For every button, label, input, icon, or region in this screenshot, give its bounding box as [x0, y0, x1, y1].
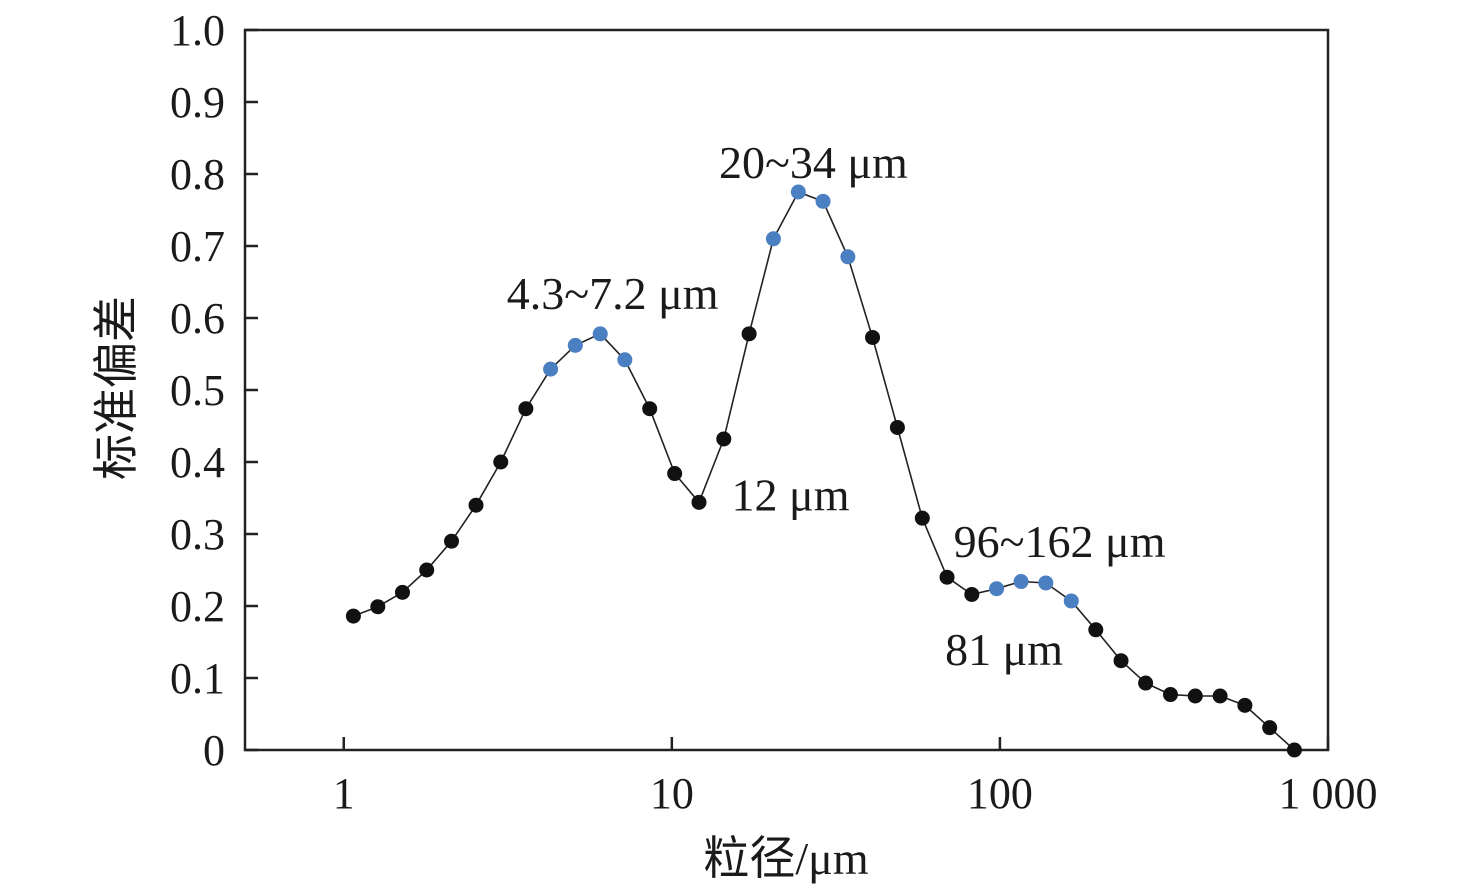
- highlighted-data-point: [815, 193, 831, 209]
- data-point: [493, 454, 509, 470]
- y-tick-label: 0: [203, 726, 225, 775]
- annotation-label: 81 μm: [945, 624, 1063, 675]
- data-point: [419, 562, 435, 578]
- data-point: [889, 419, 905, 435]
- y-tick-label: 0.6: [170, 294, 225, 343]
- highlighted-data-point: [567, 337, 583, 353]
- y-tick-label: 0.9: [170, 78, 225, 127]
- y-tick-label: 0.4: [170, 438, 225, 487]
- y-tick-label: 0.7: [170, 222, 225, 271]
- highlighted-data-point: [1013, 574, 1029, 590]
- data-point: [468, 497, 484, 513]
- annotations-layer: 4.3~7.2 μm 20~34 μm 12 μm 96~162 μm 81 μm: [507, 137, 1166, 675]
- x-tick-label: 1: [333, 769, 355, 818]
- data-point: [642, 401, 658, 417]
- highlighted-data-point: [765, 231, 781, 247]
- annotation-label: 96~162 μm: [954, 516, 1166, 567]
- highlighted-data-point: [790, 184, 806, 200]
- data-point: [1212, 688, 1228, 704]
- data-point: [667, 466, 683, 482]
- y-axis-title: 标准偏差: [91, 296, 142, 480]
- x-tick-label: 100: [967, 769, 1033, 818]
- highlighted-data-point: [989, 581, 1005, 597]
- data-point: [370, 599, 386, 615]
- highlighted-data-point: [1063, 593, 1079, 609]
- data-point: [1113, 653, 1129, 669]
- data-point: [1262, 720, 1278, 736]
- ticks-layer: 0 0.1 0.2 0.3 0.4 0.5 0.6 0.7 0.8 0.9 1.0 1 10 100 1 0…: [170, 6, 1378, 818]
- x-tick-label: 10: [650, 769, 694, 818]
- data-point: [716, 431, 732, 447]
- data-point: [1237, 697, 1253, 713]
- y-tick-label: 0.8: [170, 150, 225, 199]
- highlighted-data-point: [840, 249, 856, 265]
- data-point: [1187, 688, 1203, 704]
- data-point: [1286, 742, 1302, 758]
- data-point: [1162, 687, 1178, 703]
- data-point: [394, 584, 410, 600]
- y-tick-label: 0.5: [170, 366, 225, 415]
- highlighted-data-point: [617, 352, 633, 368]
- annotation-label: 4.3~7.2 μm: [507, 268, 719, 319]
- x-axis-title: 粒径/μm: [703, 833, 868, 884]
- y-tick-label: 1.0: [170, 6, 225, 55]
- annotation-label: 12 μm: [732, 469, 850, 520]
- annotation-label: 20~34 μm: [719, 137, 908, 188]
- data-point: [741, 326, 757, 342]
- highlighted-data-point: [1038, 575, 1054, 591]
- data-point: [1088, 622, 1104, 638]
- data-points-layer: [345, 184, 1302, 758]
- data-point: [518, 401, 534, 417]
- highlighted-data-point: [592, 326, 608, 342]
- data-point: [939, 569, 955, 585]
- data-point: [1138, 675, 1154, 691]
- y-tick-label: 0.1: [170, 654, 225, 703]
- y-tick-label: 0.3: [170, 510, 225, 559]
- data-point: [865, 329, 881, 345]
- data-point: [914, 510, 930, 526]
- data-point: [443, 533, 459, 549]
- data-point: [964, 586, 980, 602]
- y-tick-label: 0.2: [170, 582, 225, 631]
- data-point: [345, 608, 361, 624]
- x-tick-label: 1 000: [1279, 769, 1378, 818]
- highlighted-data-point: [543, 361, 559, 377]
- data-point: [691, 494, 707, 510]
